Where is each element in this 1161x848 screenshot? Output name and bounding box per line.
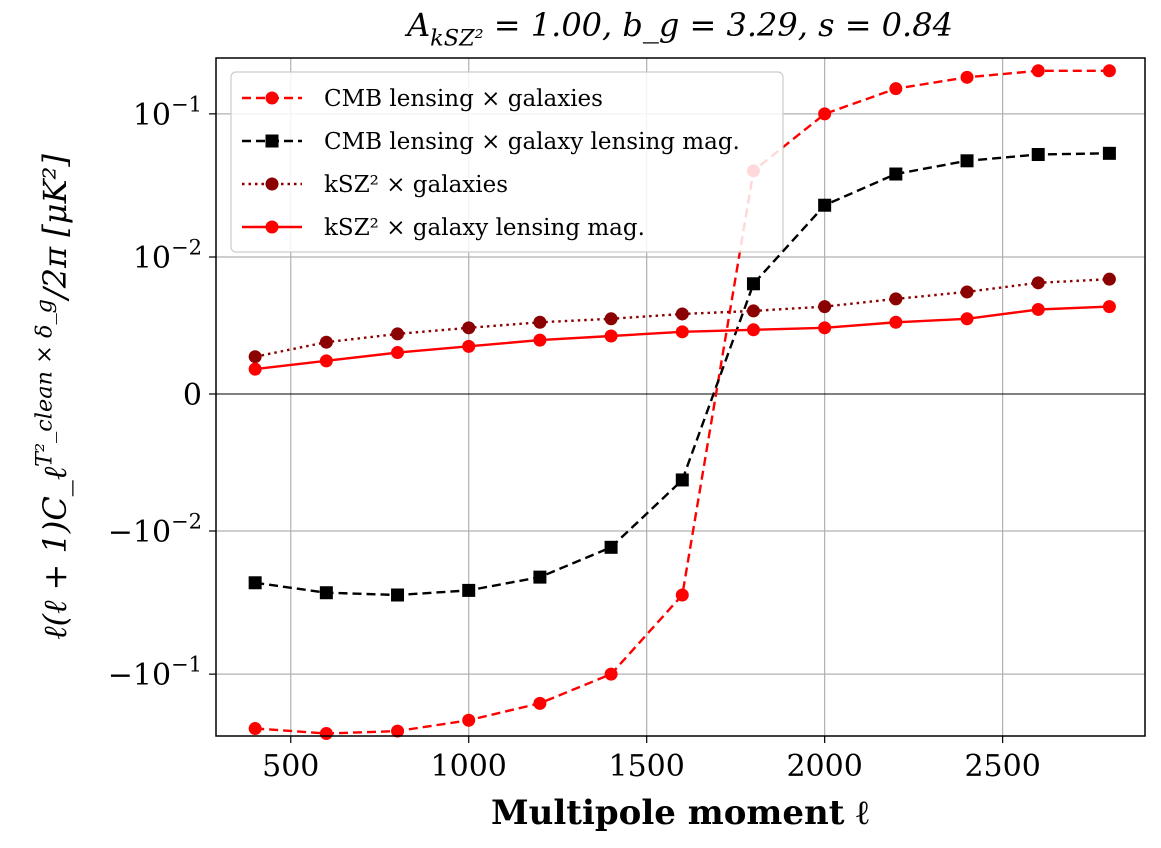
data-point xyxy=(604,329,618,343)
x-axis-label: Multipole moment ℓ xyxy=(491,793,869,833)
data-point xyxy=(248,722,262,736)
data-point xyxy=(1031,276,1045,290)
y-tick-label: 10−2 xyxy=(133,236,202,277)
data-point xyxy=(604,312,618,326)
series-3 xyxy=(248,272,1116,364)
data-point xyxy=(889,315,903,329)
legend-entry: kSZ² × galaxy lensing mag. xyxy=(242,215,645,241)
x-tick-label: 2500 xyxy=(964,749,1040,784)
data-point xyxy=(319,727,333,741)
data-point xyxy=(319,354,333,368)
legend-marker xyxy=(265,134,279,148)
legend: CMB lensing × galaxies CMB lensing × gala… xyxy=(230,71,784,253)
data-point xyxy=(746,323,760,337)
data-point xyxy=(1102,146,1116,160)
data-point xyxy=(604,667,618,681)
data-point xyxy=(462,321,476,335)
legend-entry: kSZ² × galaxies xyxy=(242,172,508,198)
data-point xyxy=(675,473,689,487)
legend-label: CMB lensing × galaxy lensing mag. xyxy=(324,129,740,155)
data-point xyxy=(533,570,547,584)
data-point xyxy=(462,339,476,353)
data-point xyxy=(818,107,832,121)
x-tick-label: 2000 xyxy=(786,749,862,784)
data-point xyxy=(889,292,903,306)
chart-title: AkSZ² = 1.00, b_g = 3.29, s = 0.84 xyxy=(404,6,953,52)
data-point xyxy=(391,327,405,341)
data-point xyxy=(960,70,974,84)
y-axis-label: ℓ(ℓ + 1)C_ℓT²_clean × δ_g/2π [μK²] xyxy=(32,154,74,640)
data-point xyxy=(675,588,689,602)
data-point xyxy=(1031,302,1045,316)
legend-entry: CMB lensing × galaxies xyxy=(242,86,603,112)
y-tick-label: −10−2 xyxy=(108,510,202,551)
y-tick-label: −10−1 xyxy=(108,653,202,694)
data-point xyxy=(462,713,476,727)
data-point xyxy=(818,300,832,314)
tick-labels: 500 1000 1500 2000 2500 −10−1 −10−2 0 10−2 10−1 xyxy=(108,92,1041,784)
data-point xyxy=(960,154,974,168)
data-point xyxy=(533,315,547,329)
data-point xyxy=(391,346,405,360)
x-tick-label: 1000 xyxy=(431,749,507,784)
data-point xyxy=(533,333,547,347)
data-point xyxy=(319,335,333,349)
legend-marker xyxy=(265,220,279,234)
data-point xyxy=(248,362,262,376)
legend-label: kSZ² × galaxy lensing mag. xyxy=(324,215,645,241)
data-point xyxy=(1102,64,1116,78)
y-tick-label: 10−1 xyxy=(133,92,202,132)
data-point xyxy=(319,586,333,600)
data-point xyxy=(746,277,760,291)
data-point xyxy=(960,312,974,326)
series-4 xyxy=(248,300,1116,376)
data-point xyxy=(960,285,974,299)
legend-label: CMB lensing × galaxies xyxy=(324,86,603,112)
data-point xyxy=(889,167,903,181)
legend-box xyxy=(230,71,784,253)
data-point xyxy=(391,588,405,602)
data-point xyxy=(1102,272,1116,286)
data-point xyxy=(462,583,476,597)
data-point xyxy=(889,82,903,96)
x-tick-label: 1500 xyxy=(609,749,685,784)
data-point xyxy=(1031,64,1045,78)
data-point xyxy=(533,696,547,710)
legend-marker xyxy=(265,177,279,191)
legend-entry: CMB lensing × galaxy lensing mag. xyxy=(242,129,740,155)
plot-frame xyxy=(215,57,1146,737)
y-tick-label: 0 xyxy=(183,378,202,413)
legend-marker xyxy=(265,91,279,105)
data-point xyxy=(818,198,832,212)
data-point xyxy=(391,724,405,738)
series-2 xyxy=(248,146,1116,602)
x-tick-label: 500 xyxy=(262,749,319,784)
data-point xyxy=(248,576,262,590)
data-point xyxy=(604,540,618,554)
legend-label: kSZ² × galaxies xyxy=(324,172,508,198)
data-point xyxy=(1031,148,1045,162)
data-point xyxy=(746,304,760,318)
data-point xyxy=(675,325,689,339)
data-point xyxy=(818,321,832,335)
data-point xyxy=(1102,300,1116,314)
data-point xyxy=(675,307,689,321)
data-point xyxy=(248,350,262,364)
